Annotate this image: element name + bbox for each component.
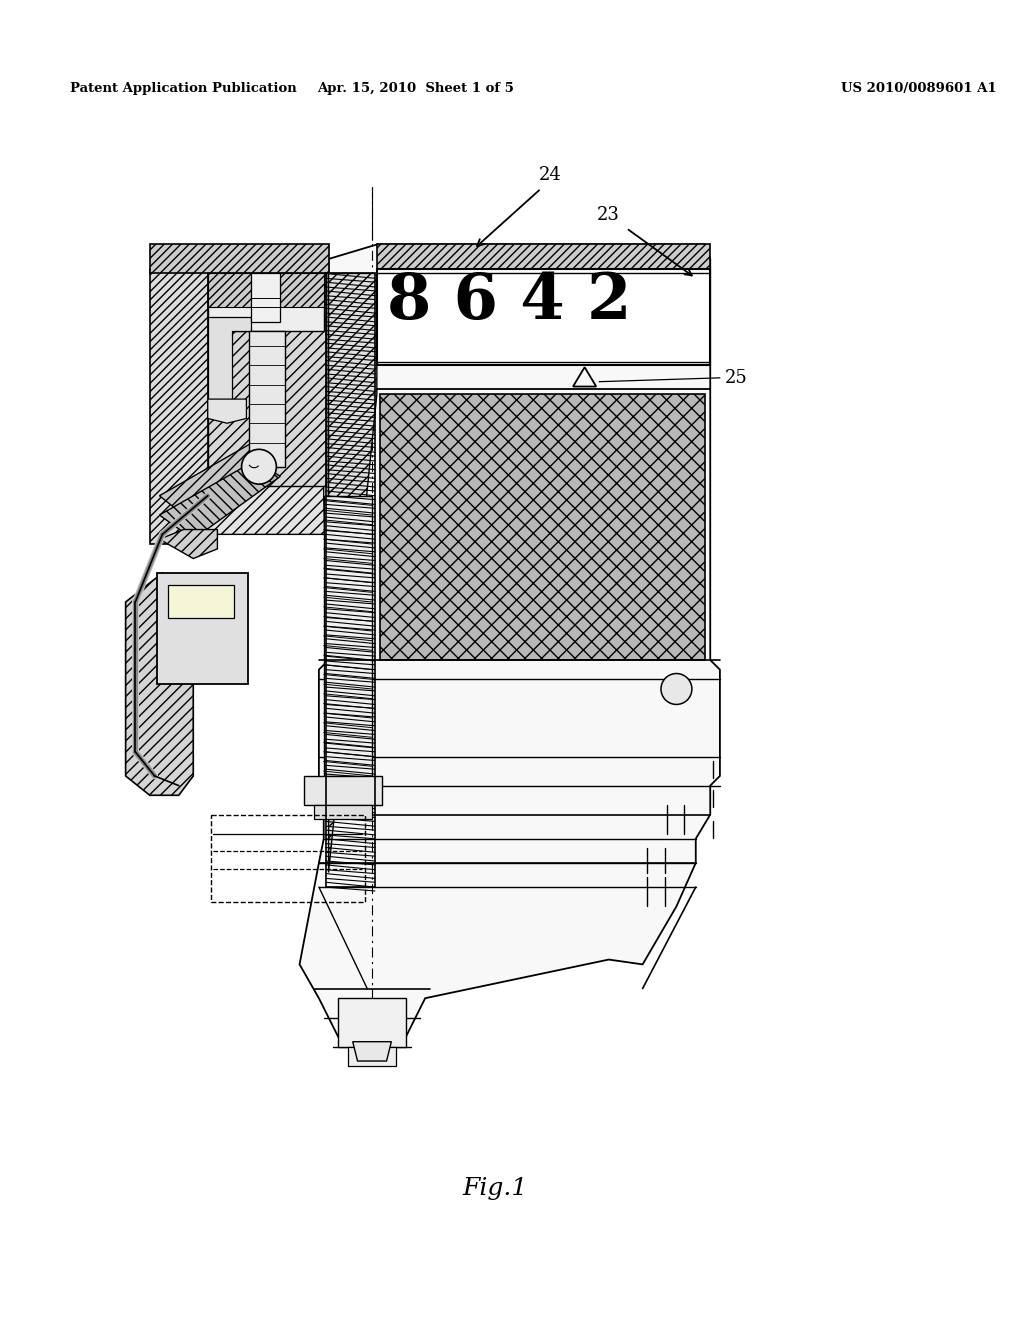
- Text: Apr. 15, 2010  Sheet 1 of 5: Apr. 15, 2010 Sheet 1 of 5: [317, 82, 514, 95]
- Text: 23: 23: [597, 206, 621, 224]
- Bar: [211, 814, 366, 902]
- Text: US 2010/0089601 A1: US 2010/0089601 A1: [841, 82, 996, 95]
- Bar: [338, 998, 406, 1047]
- Text: 25: 25: [725, 368, 748, 387]
- Circle shape: [660, 673, 692, 705]
- Polygon shape: [208, 273, 324, 331]
- Bar: [326, 273, 375, 887]
- Polygon shape: [329, 273, 377, 873]
- Polygon shape: [208, 269, 326, 486]
- Bar: [314, 805, 372, 820]
- Polygon shape: [208, 331, 329, 698]
- Polygon shape: [208, 399, 247, 424]
- Polygon shape: [208, 317, 251, 409]
- Polygon shape: [208, 273, 251, 308]
- Text: 8 6 4 2: 8 6 4 2: [386, 271, 631, 331]
- Circle shape: [242, 449, 276, 484]
- Bar: [324, 496, 372, 776]
- Bar: [251, 273, 281, 322]
- Polygon shape: [352, 1041, 391, 1061]
- Polygon shape: [300, 244, 720, 1038]
- Bar: [348, 1047, 396, 1065]
- Polygon shape: [160, 529, 217, 558]
- Bar: [249, 331, 285, 467]
- Bar: [168, 585, 233, 619]
- Bar: [377, 269, 711, 366]
- Text: 24: 24: [540, 166, 562, 183]
- Bar: [380, 395, 706, 660]
- Polygon shape: [150, 244, 329, 273]
- Polygon shape: [377, 244, 711, 273]
- Polygon shape: [126, 573, 194, 795]
- Text: Patent Application Publication: Patent Application Publication: [70, 82, 296, 95]
- Bar: [304, 776, 382, 805]
- Polygon shape: [281, 273, 324, 308]
- Polygon shape: [150, 269, 208, 544]
- Bar: [157, 573, 249, 684]
- Polygon shape: [160, 459, 281, 539]
- Polygon shape: [160, 438, 270, 515]
- Text: Fig.1: Fig.1: [462, 1177, 527, 1200]
